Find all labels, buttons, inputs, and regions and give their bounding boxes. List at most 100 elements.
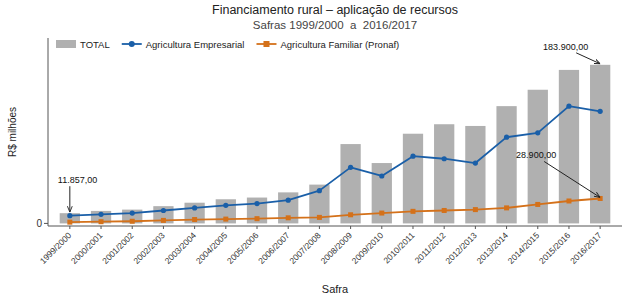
marker	[317, 188, 322, 193]
x-tick	[225, 226, 226, 229]
x-tick	[444, 226, 445, 229]
x-tick	[132, 226, 133, 229]
x-tick-label: 2007/2008	[287, 230, 323, 266]
annotation-arrow	[576, 53, 600, 64]
annotation: 11.857,00	[58, 175, 97, 185]
x-tick	[412, 226, 413, 229]
x-axis	[48, 226, 622, 227]
marker	[348, 212, 353, 217]
marker	[504, 205, 509, 210]
x-tick-label: 2016/2017	[568, 230, 604, 266]
marker	[566, 198, 571, 203]
x-tick-label: 2008/2009	[319, 230, 355, 266]
x-tick	[69, 226, 70, 229]
marker	[99, 219, 104, 224]
bar	[403, 134, 423, 224]
chart: Financiamento rural – aplicação de recur…	[0, 0, 633, 300]
legend-label: Agricultura Familiar (Pronaf)	[280, 39, 399, 50]
annotation-arrow	[69, 186, 70, 212]
marker	[566, 104, 571, 109]
marker	[286, 215, 291, 220]
x-tick	[319, 226, 320, 229]
x-tick	[288, 226, 289, 229]
bar	[496, 106, 516, 223]
bar	[434, 124, 454, 223]
x-tick-label: 2002/2003	[131, 230, 167, 266]
annotation: 183.900,00	[543, 42, 588, 52]
marker	[286, 198, 291, 203]
marker	[130, 219, 135, 224]
marker	[379, 211, 384, 216]
marker	[223, 203, 228, 208]
x-tick	[163, 226, 164, 229]
marker	[67, 220, 72, 225]
title: Financiamento rural – aplicação de recur…	[212, 3, 458, 17]
x-tick-label: 2005/2006	[225, 230, 261, 266]
y-axis-label: R$ milhões	[7, 107, 18, 157]
x-tick-label: 2012/2013	[443, 230, 479, 266]
legend-label: Agricultura Empresarial	[146, 39, 245, 50]
marker	[410, 154, 415, 159]
x-tick-label: 1999/2000	[38, 230, 74, 266]
marker	[67, 213, 72, 218]
marker	[98, 212, 103, 217]
marker	[254, 201, 259, 206]
marker	[161, 208, 166, 213]
y-tick	[44, 223, 48, 224]
x-tick-label: 2010/2011	[381, 230, 416, 265]
marker	[192, 205, 197, 210]
marker	[535, 202, 540, 207]
x-tick	[600, 226, 601, 229]
x-tick	[101, 226, 102, 229]
x-tick-label: 2013/2014	[475, 230, 511, 266]
x-tick-label: 2011/2012	[413, 230, 448, 265]
line	[70, 106, 600, 216]
legend-marker	[129, 41, 135, 47]
subtitle: Safras 1999/2000 a 2016/2017	[253, 19, 417, 31]
marker	[161, 218, 166, 223]
legend-swatch	[56, 40, 76, 48]
y-tick-label: 0	[36, 218, 42, 229]
marker	[317, 215, 322, 220]
marker	[598, 109, 603, 114]
legend-label: TOTAL	[80, 39, 110, 50]
marker	[223, 217, 228, 222]
marker	[379, 173, 384, 178]
x-tick	[506, 226, 507, 229]
annotation: 28.900,00	[516, 150, 556, 160]
x-tick-label: 2006/2007	[256, 230, 292, 266]
x-tick-label: 2009/2010	[350, 230, 386, 266]
line	[70, 198, 600, 222]
x-tick	[475, 226, 476, 229]
x-tick	[568, 226, 569, 229]
legend-marker	[263, 41, 269, 47]
marker	[473, 160, 478, 165]
x-tick	[350, 226, 351, 229]
x-tick-label: 2004/2005	[194, 230, 230, 266]
marker	[410, 209, 415, 214]
y-axis	[48, 38, 49, 226]
x-tick-label: 2001/2002	[100, 230, 136, 266]
marker	[348, 165, 353, 170]
x-tick-label: 2000/2001	[69, 230, 105, 266]
x-tick	[257, 226, 258, 229]
marker	[130, 210, 135, 215]
marker	[442, 156, 447, 161]
marker	[535, 130, 540, 135]
x-tick	[194, 226, 195, 229]
marker	[442, 208, 447, 213]
x-tick-label: 2014/2015	[506, 230, 542, 266]
x-axis-label: Safra	[322, 283, 349, 295]
x-tick-label: 2003/2004	[163, 230, 199, 266]
legend: TOTAL Agricultura Empresarial Agricultura …	[56, 39, 399, 50]
marker	[473, 207, 478, 212]
marker	[255, 216, 260, 221]
bar	[340, 144, 360, 223]
x-tick-label: 2015/2016	[537, 230, 573, 266]
x-tick	[537, 226, 538, 229]
annotation-arrow	[544, 161, 600, 197]
x-tick	[381, 226, 382, 229]
marker	[504, 135, 509, 140]
marker	[192, 217, 197, 222]
plot-area	[60, 65, 611, 225]
